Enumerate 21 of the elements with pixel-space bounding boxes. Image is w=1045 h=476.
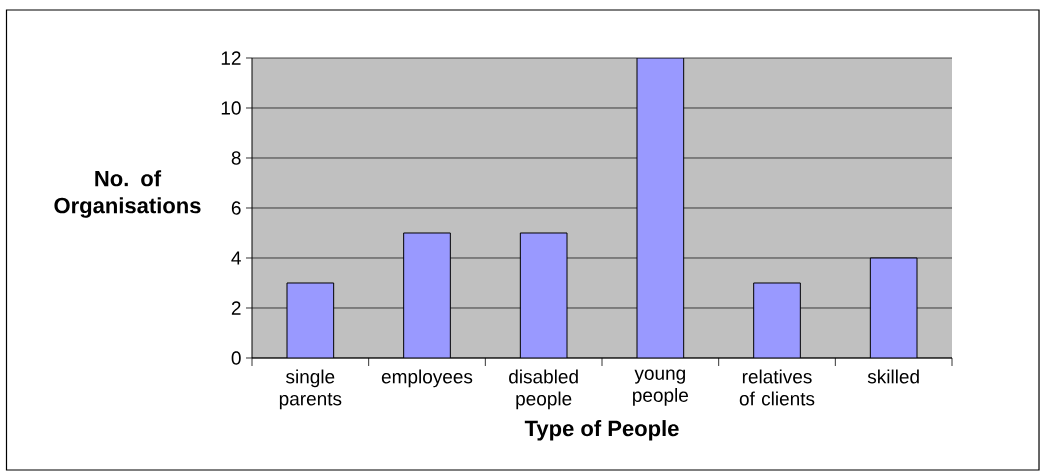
x-tick-label: employees (381, 369, 473, 388)
x-tick-label: single parents (279, 369, 342, 410)
y-tick-label: 12 (221, 51, 241, 65)
x-tick-label: skilled (867, 369, 919, 384)
x-tick-label: disabled people (509, 369, 578, 410)
y-tick-label: 6 (231, 201, 241, 215)
y-tick-label: 8 (231, 151, 241, 165)
bar (869, 257, 918, 358)
bar (637, 58, 684, 358)
y-tick-label: 0 (231, 351, 241, 365)
bar (520, 233, 567, 358)
x-tick-label: relatives of clients (739, 369, 815, 406)
y-axis-title: No. of Organisations (54, 170, 201, 218)
bar (403, 233, 451, 358)
y-tick-label: 10 (221, 101, 241, 115)
bar (753, 283, 801, 358)
y-tick-label: 2 (231, 301, 241, 315)
x-axis-title: Type of People (524, 420, 679, 441)
bar (287, 283, 334, 358)
y-tick-label: 4 (231, 251, 241, 265)
x-tick-label: young people (633, 369, 688, 406)
